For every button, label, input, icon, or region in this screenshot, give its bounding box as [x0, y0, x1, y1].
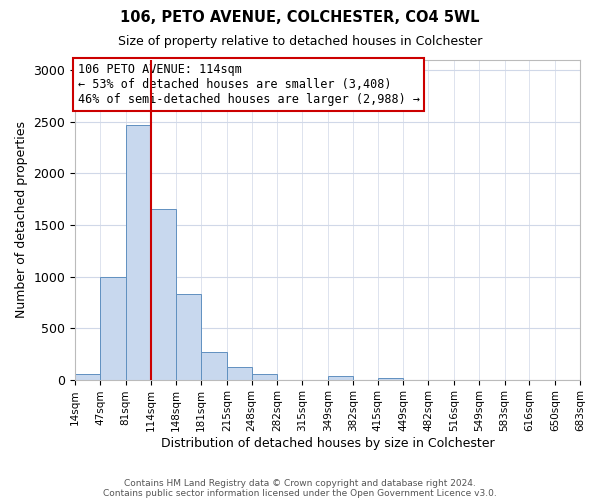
Bar: [378, 378, 403, 380]
Bar: [75, 374, 100, 380]
Text: 106, PETO AVENUE, COLCHESTER, CO4 5WL: 106, PETO AVENUE, COLCHESTER, CO4 5WL: [120, 10, 480, 25]
Bar: [227, 367, 252, 380]
Bar: [252, 374, 277, 380]
Bar: [151, 210, 176, 380]
Bar: [201, 352, 227, 380]
Bar: [126, 125, 151, 380]
X-axis label: Distribution of detached houses by size in Colchester: Distribution of detached houses by size …: [161, 437, 494, 450]
Text: 106 PETO AVENUE: 114sqm
← 53% of detached houses are smaller (3,408)
46% of semi: 106 PETO AVENUE: 114sqm ← 53% of detache…: [77, 63, 419, 106]
Bar: [328, 376, 353, 380]
Y-axis label: Number of detached properties: Number of detached properties: [15, 122, 28, 318]
Bar: [100, 276, 126, 380]
Text: Size of property relative to detached houses in Colchester: Size of property relative to detached ho…: [118, 35, 482, 48]
Text: Contains HM Land Registry data © Crown copyright and database right 2024.: Contains HM Land Registry data © Crown c…: [124, 478, 476, 488]
Text: Contains public sector information licensed under the Open Government Licence v3: Contains public sector information licen…: [103, 488, 497, 498]
Bar: [176, 294, 201, 380]
